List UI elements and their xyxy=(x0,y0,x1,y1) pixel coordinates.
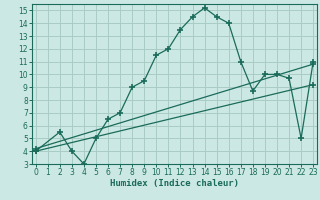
X-axis label: Humidex (Indice chaleur): Humidex (Indice chaleur) xyxy=(110,179,239,188)
